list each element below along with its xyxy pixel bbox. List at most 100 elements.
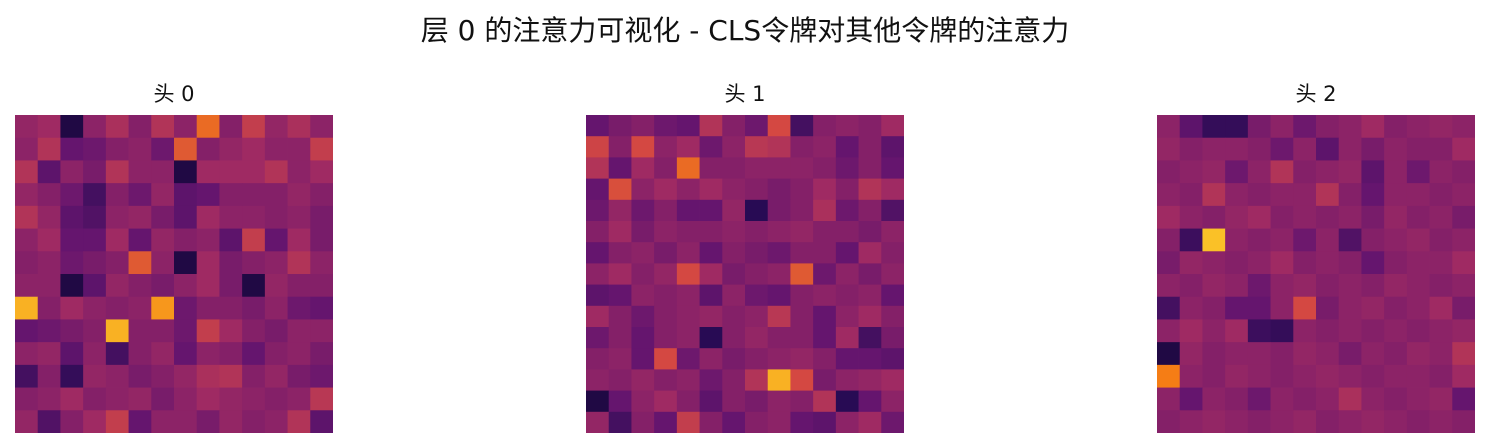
heatmap-cell-r3-c6: [1293, 183, 1317, 207]
heatmap-cell-r5-c10: [813, 221, 837, 243]
heatmap-cell-r2-c6: [722, 157, 746, 179]
heatmap-cell-r7-c1: [608, 263, 632, 285]
heatmap-cell-r4-c12: [1429, 205, 1453, 229]
heatmap-cell-r6-c0: [15, 251, 39, 275]
heatmap-cell-r10-c6: [151, 342, 175, 366]
heatmap-cell-r4-c4: [1247, 205, 1271, 229]
heatmap-cell-r3-c10: [242, 183, 266, 207]
heatmap-cell-r12-c7: [745, 369, 769, 391]
heatmap-cell-r11-c10: [1384, 364, 1408, 388]
heatmap-cell-r4-c1: [37, 205, 61, 229]
heatmap-cell-r4-c8: [196, 205, 220, 229]
heatmap-cell-r8-c9: [219, 296, 243, 320]
heatmap-cell-r1-c3: [1225, 137, 1249, 161]
heatmap-cell-r13-c0: [15, 410, 39, 433]
heatmap-cell-r8-c3: [654, 284, 678, 307]
heatmap-cell-r0-c2: [631, 115, 655, 137]
heatmap-cell-r13-c8: [1338, 410, 1362, 433]
head-0-title: 头 0: [153, 82, 195, 106]
heatmap-cell-r0-c3: [1225, 115, 1249, 139]
heatmap-cell-r4-c3: [83, 205, 107, 229]
heatmap-cell-r8-c0: [1157, 296, 1181, 320]
heatmap-cell-r9-c10: [1384, 319, 1408, 343]
heatmap-cell-r4-c0: [586, 199, 610, 222]
heatmap-cell-r3-c5: [699, 178, 723, 201]
heatmap-cell-r7-c9: [790, 263, 814, 285]
heatmap-cell-r13-c2: [631, 390, 655, 413]
heatmap-cell-r1-c10: [813, 136, 837, 158]
heatmap-cell-r2-c7: [174, 160, 198, 184]
heatmap-cell-r2-c13: [881, 157, 904, 179]
heatmap-cell-r0-c5: [128, 115, 152, 139]
heatmap-cell-r3-c0: [15, 183, 39, 207]
heatmap-cell-r7-c2: [60, 274, 84, 298]
heatmap-cell-r9-c10: [242, 319, 266, 343]
heatmap-cell-r2-c9: [790, 157, 814, 179]
heatmap-cell-r12-c5: [1270, 387, 1294, 411]
heatmap-cell-r12-c4: [1247, 387, 1271, 411]
heatmap-cell-r0-c2: [60, 115, 84, 139]
heatmap-cell-r9-c10: [813, 305, 837, 328]
heatmap-cell-r2-c0: [1157, 160, 1181, 184]
heatmap-cell-r5-c0: [586, 221, 610, 243]
heatmap-cell-r11-c2: [1202, 364, 1226, 388]
heatmap-cell-r3-c12: [858, 178, 882, 201]
heatmap-cell-r0-c7: [1316, 115, 1340, 139]
heatmap-cell-r8-c2: [631, 284, 655, 307]
heatmap-cell-r0-c10: [813, 115, 837, 137]
heatmap-cell-r14-c11: [835, 411, 859, 433]
heatmap-cell-r8-c8: [196, 296, 220, 320]
heatmap-cell-r12-c0: [15, 387, 39, 411]
heatmap-cell-r10-c6: [722, 327, 746, 349]
heatmap-cell-r10-c1: [608, 327, 632, 349]
heatmap-cell-r9-c7: [174, 319, 198, 343]
heatmap-cell-r9-c12: [1429, 319, 1453, 343]
heatmap-cell-r6-c9: [1361, 251, 1385, 275]
heatmap-cell-r12-c11: [835, 369, 859, 391]
heatmap-cell-r0-c13: [881, 115, 904, 137]
heatmap-cell-r1-c2: [1202, 137, 1226, 161]
heatmap-cell-r11-c6: [722, 348, 746, 370]
heatmap-cell-r5-c11: [1406, 228, 1430, 252]
heatmap-cell-r12-c8: [767, 369, 791, 391]
heatmap-cell-r3-c7: [1316, 183, 1340, 207]
heatmap-cell-r9-c9: [1361, 319, 1385, 343]
heatmap-cell-r9-c4: [676, 305, 700, 328]
heatmap-cell-r6-c11: [1406, 251, 1430, 275]
heatmap-cell-r7-c3: [83, 274, 107, 298]
heatmap-cell-r2-c12: [858, 157, 882, 179]
heatmap-cell-r9-c4: [105, 319, 129, 343]
heatmap-cell-r11-c8: [767, 348, 791, 370]
heatmap-cell-r12-c10: [813, 369, 837, 391]
heatmap-cell-r11-c9: [790, 348, 814, 370]
heatmap-cell-r3-c3: [83, 183, 107, 207]
heatmap-cell-r0-c1: [608, 115, 632, 137]
heatmap-cell-r3-c0: [1157, 183, 1181, 207]
heatmap-cell-r13-c9: [790, 390, 814, 413]
heatmap-cell-r14-c10: [813, 411, 837, 433]
heatmap-cell-r10-c5: [128, 342, 152, 366]
heatmap-cell-r5-c4: [1247, 228, 1271, 252]
heatmap-cell-r6-c12: [287, 251, 311, 275]
heatmap-cell-r0-c9: [790, 115, 814, 137]
heatmap-cell-r1-c9: [1361, 137, 1385, 161]
heatmap-cell-r10-c2: [60, 342, 84, 366]
heatmap-cell-r10-c11: [835, 327, 859, 349]
heatmap-cell-r10-c4: [105, 342, 129, 366]
heatmap-cell-r2-c9: [1361, 160, 1385, 184]
attention-head-2-panel: 头 2: [1157, 78, 1475, 433]
heatmap-cell-r4-c2: [1202, 205, 1226, 229]
heatmap-cell-r1-c0: [1157, 137, 1181, 161]
heatmap-cell-r13-c4: [105, 410, 129, 433]
heatmap-cell-r4-c1: [1179, 205, 1203, 229]
heatmap-cell-r3-c6: [151, 183, 175, 207]
heatmap-cell-r5-c3: [654, 221, 678, 243]
heatmap-cell-r4-c5: [1270, 205, 1294, 229]
heatmap-cell-r2-c10: [1384, 160, 1408, 184]
heatmap-cell-r13-c8: [196, 410, 220, 433]
heatmap-cell-r7-c9: [219, 274, 243, 298]
heatmap-cell-r10-c10: [1384, 342, 1408, 366]
heatmap-cell-r3-c2: [1202, 183, 1226, 207]
heatmap-cell-r10-c5: [699, 327, 723, 349]
heatmap-cell-r8-c9: [1361, 296, 1385, 320]
